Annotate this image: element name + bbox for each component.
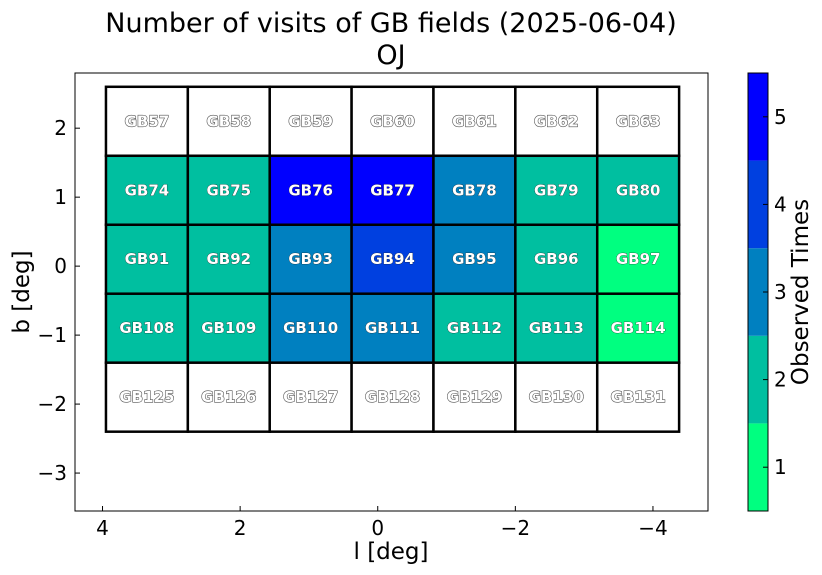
- field-label: GB96: [534, 250, 579, 268]
- heatmap-cell: [268, 361, 353, 433]
- heatmap-cell: [595, 223, 681, 295]
- colorbar-label: Observed Times: [788, 199, 814, 385]
- field-label: GB110: [283, 319, 338, 337]
- colorbar-tick-label: 4: [774, 192, 787, 216]
- field-label: GB129: [447, 388, 502, 406]
- heatmap-cell: [186, 292, 271, 364]
- field-label: GB58: [206, 112, 251, 130]
- y-tick-label: −2: [38, 392, 67, 416]
- heatmap-cell: [595, 361, 681, 433]
- field-label: GB112: [447, 319, 502, 337]
- y-axis-ticks: 2 1 0 −1 −2 −3: [38, 116, 80, 485]
- field-label: GB91: [125, 250, 170, 268]
- field-label: GB127: [283, 388, 338, 406]
- heatmap-cell: [104, 154, 190, 226]
- colorbar-segment: [748, 423, 768, 511]
- field-label: GB79: [534, 181, 579, 199]
- x-axis-ticks: 4 2 0 −2 −4: [96, 506, 668, 540]
- heatmap-cell: [514, 85, 599, 158]
- colorbar-tick-label: 2: [774, 368, 787, 392]
- heatmap-cells: GB57 GB58 GB59 GB60 GB61 GB62 GB63 GB74 GB75 GB76…: [104, 85, 681, 433]
- heatmap-cell: [432, 154, 517, 226]
- heatmap-cell: [268, 223, 353, 295]
- field-label: GB125: [119, 388, 174, 406]
- heatmap-cell: [186, 223, 271, 295]
- y-tick-label: 2: [54, 116, 67, 140]
- heatmap-cell: [514, 361, 599, 433]
- y-tick-label: 1: [54, 185, 67, 209]
- field-label: GB114: [611, 319, 666, 337]
- x-tick-label: 4: [96, 516, 109, 540]
- x-tick-label: 2: [234, 516, 247, 540]
- chart-title: Number of visits of GB fields (2025-06-0…: [105, 8, 676, 39]
- field-label: GB95: [452, 250, 497, 268]
- field-label: GB126: [201, 388, 256, 406]
- colorbar-segment: [748, 248, 768, 336]
- field-label: GB62: [534, 112, 579, 130]
- field-label: GB111: [365, 319, 420, 337]
- field-label: GB93: [288, 250, 333, 268]
- field-label: GB76: [288, 181, 333, 199]
- heatmap-cell: [104, 361, 190, 433]
- field-label: GB108: [119, 319, 174, 337]
- y-axis-label: b [deg]: [9, 250, 35, 333]
- field-label: GB113: [529, 319, 584, 337]
- y-tick-label: −3: [38, 461, 67, 485]
- field-label: GB131: [611, 388, 666, 406]
- colorbar-tick-label: 1: [774, 455, 787, 479]
- heatmap-cell: [595, 154, 681, 226]
- colorbar-segment: [748, 335, 768, 424]
- field-label: GB60: [370, 112, 415, 130]
- colorbar-segment: [748, 73, 768, 161]
- colorbar-segment: [748, 160, 768, 249]
- colorbar-tick-label: 5: [774, 105, 787, 129]
- field-label: GB97: [616, 250, 661, 268]
- field-label: GB80: [616, 181, 661, 199]
- x-tick-label: −2: [501, 516, 530, 540]
- colorbar: 1 2 3 4 5: [747, 72, 787, 512]
- field-label: GB130: [529, 388, 584, 406]
- x-tick-label: −4: [638, 516, 667, 540]
- field-label: GB109: [201, 319, 256, 337]
- field-label: GB92: [206, 250, 251, 268]
- field-label: GB57: [125, 112, 170, 130]
- plot-frame: [74, 72, 709, 512]
- x-tick-label: 0: [371, 516, 384, 540]
- x-axis-label: l [deg]: [354, 539, 429, 565]
- field-label: GB75: [206, 181, 251, 199]
- heatmap-cell: [268, 154, 353, 226]
- heatmap-cell: [432, 223, 517, 295]
- field-label: GB128: [365, 388, 420, 406]
- field-label: GB77: [370, 181, 415, 199]
- field-label: GB78: [452, 181, 497, 199]
- field-label: GB59: [288, 112, 333, 130]
- field-label: GB63: [616, 112, 661, 130]
- heatmap-cell: [514, 292, 599, 364]
- field-label: GB61: [452, 112, 497, 130]
- heatmap-cell: [104, 292, 190, 364]
- heatmap-cell: [104, 85, 190, 158]
- heatmap-cell: [514, 223, 599, 295]
- field-label: GB94: [370, 250, 415, 268]
- y-tick-label: 0: [54, 254, 67, 278]
- chart-subtitle: OJ: [376, 40, 405, 71]
- field-label: GB74: [125, 181, 170, 199]
- y-tick-label: −1: [38, 323, 67, 347]
- colorbar-tick-label: 3: [774, 280, 787, 304]
